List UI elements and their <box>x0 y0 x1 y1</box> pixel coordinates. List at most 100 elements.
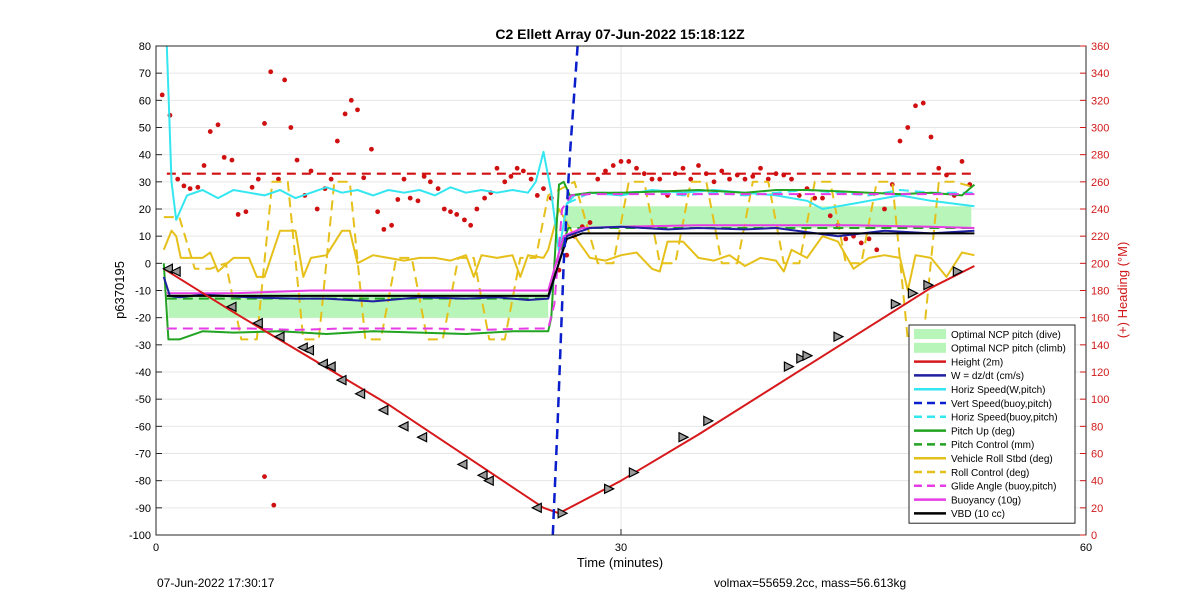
heading-point <box>276 176 281 182</box>
series-glide <box>166 193 975 331</box>
legend-entry: Buoyancy (10g) <box>951 495 1021 506</box>
height-marker <box>397 420 409 432</box>
heading-point <box>858 240 864 246</box>
height-marker <box>952 266 964 277</box>
left-axis: -100-90-80-70-60-50-40-30-20-10010203040… <box>129 41 162 542</box>
heading-point <box>328 176 334 182</box>
legend-entry: Optimal NCP pitch (dive) <box>951 330 1061 341</box>
heading-point <box>282 77 288 83</box>
heading-point <box>375 209 381 215</box>
heading-point <box>820 195 825 201</box>
heading-point <box>159 92 165 98</box>
heading-point <box>395 197 401 202</box>
heading-point <box>959 159 965 164</box>
heading-point <box>781 172 787 178</box>
legend-entry: Roll Control (deg) <box>951 468 1029 479</box>
heading-point <box>468 222 474 228</box>
footer-timestamp: 07-Jun-2022 17:30:17 <box>157 576 275 590</box>
y-tick-label: 0 <box>145 258 151 270</box>
heading-point <box>288 125 294 130</box>
heading-point <box>944 172 949 178</box>
heading-point <box>882 206 887 212</box>
heading-point <box>603 168 608 174</box>
y2-tick-label: 240 <box>1091 204 1109 216</box>
height-marker <box>890 298 902 310</box>
height-marker <box>324 361 336 373</box>
heading-point <box>355 107 360 113</box>
heading-point <box>773 171 779 177</box>
heading-point <box>711 179 717 185</box>
heading-point <box>897 138 903 144</box>
y-tick-label: -20 <box>135 313 151 325</box>
legend-box <box>908 324 1076 524</box>
heading-point <box>812 195 818 201</box>
height-marker <box>377 404 389 416</box>
y-tick-label: -30 <box>135 340 151 352</box>
height-marker <box>628 467 640 478</box>
heading-point <box>361 175 367 181</box>
heading-point <box>268 69 274 75</box>
heading-point <box>494 165 500 171</box>
height-marker <box>783 361 795 373</box>
heading-point <box>703 171 709 177</box>
y2-tick-label: 340 <box>1091 68 1109 80</box>
legend-entry: Glide Angle (buoy,pitch) <box>951 482 1056 493</box>
height-marker <box>530 502 542 514</box>
height-marker <box>703 415 715 427</box>
y2-tick-label: 40 <box>1091 476 1103 488</box>
y2-tick-label: 160 <box>1091 313 1109 325</box>
legend-entry: Optimal NCP pitch (climb) <box>951 344 1066 355</box>
heading-point <box>294 157 300 163</box>
heading-point <box>389 222 394 228</box>
series-buoy <box>166 224 975 295</box>
height-marker <box>225 301 237 313</box>
y2-tick-label: 280 <box>1091 150 1109 162</box>
y-tick-label: 30 <box>139 177 151 189</box>
y2-axis-label: (+) Heading (°M) <box>1115 242 1130 339</box>
legend: Optimal NCP pitch (dive) Optimal NCP pitc… <box>908 324 1076 524</box>
heading-point <box>528 176 534 182</box>
heading-point <box>271 502 277 508</box>
y2-tick-label: 120 <box>1091 367 1109 379</box>
heading-point <box>262 474 267 479</box>
legend-swatch <box>914 329 946 339</box>
heading-point <box>181 183 187 189</box>
heading-point <box>448 209 453 215</box>
heading-point <box>587 220 593 225</box>
heading-point <box>462 217 467 223</box>
x-tick-label: 60 <box>1080 542 1092 554</box>
heading-point <box>249 184 255 190</box>
heading-point <box>534 193 540 198</box>
heading-point <box>334 138 340 144</box>
y-tick-label: -80 <box>135 476 151 488</box>
heading-point <box>207 129 213 134</box>
y-tick-label: -60 <box>135 421 151 433</box>
legend-entry: VBD (10 cc) <box>951 509 1005 520</box>
legend-entry: Vert Speed(buoy,pitch) <box>951 399 1052 410</box>
heading-point <box>765 176 771 182</box>
heading-point <box>742 176 748 182</box>
heading-point <box>514 165 520 171</box>
heading-point <box>314 206 320 212</box>
heading-point <box>435 186 441 192</box>
height-marker <box>169 266 181 277</box>
heading-point <box>195 184 201 190</box>
heading-point <box>936 165 942 171</box>
height-marker <box>456 458 468 470</box>
legend-entry: Vehicle Roll Stbd (deg) <box>951 454 1053 465</box>
heading-point <box>564 252 570 258</box>
y2-tick-label: 180 <box>1091 286 1109 298</box>
y2-tick-label: 140 <box>1091 340 1109 352</box>
height-marker <box>482 475 494 487</box>
heading-point <box>215 122 221 128</box>
legend-entry: Height (2m) <box>951 357 1003 368</box>
height-marker <box>557 507 569 519</box>
y2-tick-label: 20 <box>1091 503 1103 515</box>
heading-point <box>696 163 701 168</box>
bottom-axis: 0 30 60 <box>153 529 1092 554</box>
heading-point <box>874 247 880 253</box>
y-tick-label: -40 <box>135 367 151 379</box>
heading-point <box>641 171 647 177</box>
y2-tick-label: 260 <box>1091 177 1109 189</box>
